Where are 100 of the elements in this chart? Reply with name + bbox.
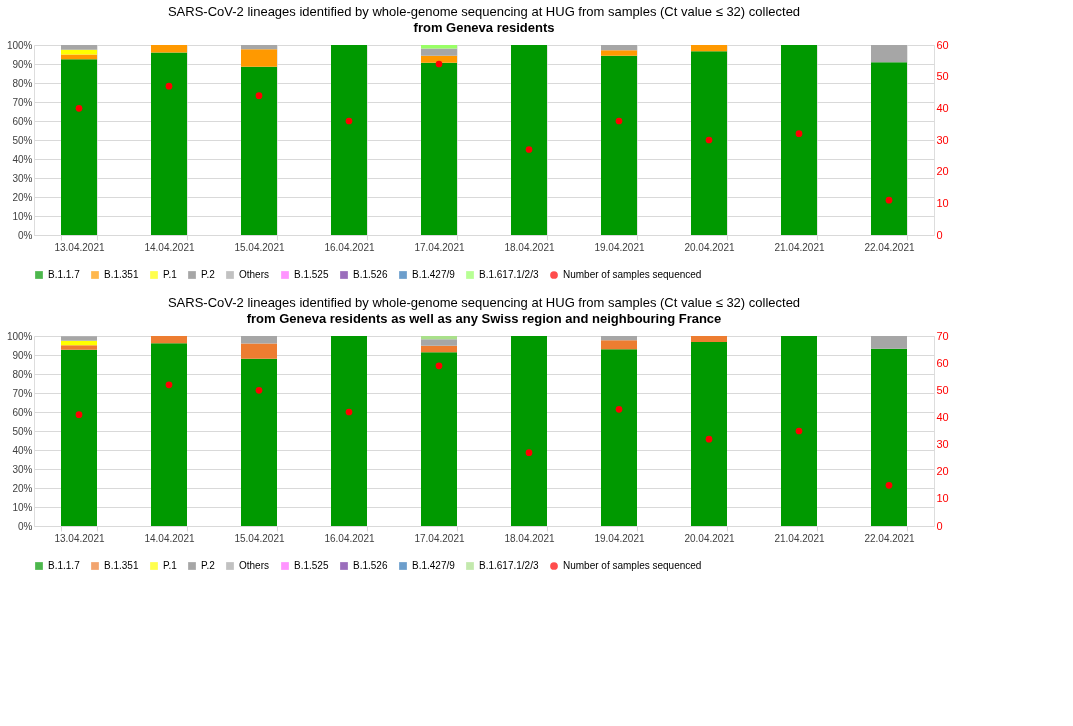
bar	[61, 336, 97, 341]
y-tick-label: 40%	[12, 153, 33, 165]
bar	[241, 343, 277, 359]
x-tick-label: 21.04.2021	[774, 241, 825, 253]
y2-tick-label: 50	[936, 383, 949, 396]
chart-subtitle: from Geneva residents	[413, 20, 555, 35]
legend-label: Number of samples sequenced	[563, 269, 702, 280]
y-tick-label: 60%	[12, 115, 33, 127]
y-tick-label: 100%	[6, 330, 33, 342]
y2-tick-label: 70	[936, 329, 949, 342]
legend-label: P.1	[163, 560, 178, 571]
bar	[601, 55, 637, 235]
bar	[781, 336, 817, 526]
bar	[691, 51, 727, 235]
y2-tick-label: 60	[936, 356, 949, 369]
legend-label: B.1.1.7	[48, 269, 81, 280]
bar	[421, 336, 457, 340]
bar	[61, 345, 97, 350]
bar	[241, 336, 277, 344]
y2-tick-label: 40	[936, 410, 949, 423]
y2-tick-label: 30	[936, 133, 949, 146]
y2-tick-label: 20	[936, 465, 949, 478]
y-tick-label: 30%	[12, 172, 33, 184]
bar	[61, 349, 97, 526]
x-tick-label: 18.04.2021	[504, 532, 555, 544]
x-tick-label: 21.04.2021	[774, 532, 825, 544]
chart-title: SARS-CoV-2 lineages identified by whole-genome sequencing at HUG from samples (Ct value ≤ 32) collected	[167, 295, 801, 310]
legend-label: P.2	[201, 560, 216, 571]
y2-tick-label: 60	[936, 38, 949, 51]
y-tick-label: 70%	[12, 387, 33, 399]
x-tick-label: 16.04.2021	[324, 241, 375, 253]
bar	[151, 336, 187, 344]
y2-tick-label: 0	[936, 228, 943, 241]
bar	[781, 45, 817, 235]
legend-label: P.1	[163, 269, 178, 280]
legend-label: B.1.617.1/2/3	[479, 560, 539, 571]
y-tick-label: 10%	[12, 210, 33, 222]
chart-title: SARS-CoV-2 lineages identified by whole-genome sequencing at HUG from samples (Ct value ≤ 32) collected	[167, 4, 801, 19]
bar	[601, 349, 637, 526]
point	[795, 427, 803, 435]
legend-label: P.2	[201, 269, 216, 280]
y-tick-label: 0%	[18, 520, 33, 532]
point	[885, 196, 893, 204]
x-tick-label: 19.04.2021	[594, 241, 645, 253]
y-tick-label: 20%	[12, 191, 33, 203]
y2-tick-label: 30	[936, 438, 949, 451]
legend-label: B.1.525	[294, 269, 329, 280]
point	[75, 104, 83, 112]
point	[345, 408, 353, 416]
point	[165, 381, 173, 389]
bar	[331, 45, 367, 235]
x-tick-label: 19.04.2021	[594, 532, 645, 544]
y-tick-label: 20%	[12, 482, 33, 494]
bar	[601, 50, 637, 56]
point	[615, 405, 623, 413]
point	[525, 146, 533, 153]
point	[255, 386, 263, 394]
bar	[421, 55, 457, 63]
bar	[241, 49, 277, 67]
legend-label: B.1.351	[104, 269, 139, 280]
y-tick-label: 70%	[12, 96, 33, 108]
bar	[871, 348, 907, 526]
y2-tick-label: 20	[936, 165, 949, 178]
bar	[421, 339, 457, 346]
point	[795, 130, 803, 138]
bar	[331, 336, 367, 526]
point	[255, 92, 263, 100]
bar	[151, 343, 187, 526]
point	[705, 136, 713, 144]
y2-tick-label: 40	[936, 101, 949, 114]
bar	[691, 336, 727, 342]
bar	[871, 336, 907, 349]
y2-tick-label: 10	[936, 492, 949, 505]
x-tick-label: 16.04.2021	[324, 532, 375, 544]
bar	[61, 45, 97, 50]
x-tick-label: 18.04.2021	[504, 241, 555, 253]
bar	[601, 340, 637, 350]
point	[345, 117, 353, 125]
legend-label: B.1.525	[294, 560, 329, 571]
y-tick-label: 50%	[12, 425, 33, 437]
point	[435, 362, 443, 370]
bar	[241, 358, 277, 526]
bar	[151, 45, 187, 53]
y2-tick-label: 0	[936, 519, 943, 532]
x-tick-label: 14.04.2021	[144, 241, 195, 253]
bar	[601, 45, 637, 51]
bar	[421, 345, 457, 353]
y-tick-label: 10%	[12, 501, 33, 513]
x-tick-label: 15.04.2021	[234, 241, 285, 253]
bar	[511, 336, 547, 526]
x-tick-label: 17.04.2021	[414, 241, 465, 253]
bar	[241, 66, 277, 235]
x-tick-label: 15.04.2021	[234, 532, 285, 544]
y-tick-label: 90%	[12, 349, 33, 361]
bar	[691, 45, 727, 52]
bar	[421, 45, 457, 49]
bar	[61, 59, 97, 235]
y2-tick-label: 10	[936, 196, 949, 209]
legend-label: Others	[239, 560, 270, 571]
legend-label: B.1.617.1/2/3	[479, 269, 539, 280]
